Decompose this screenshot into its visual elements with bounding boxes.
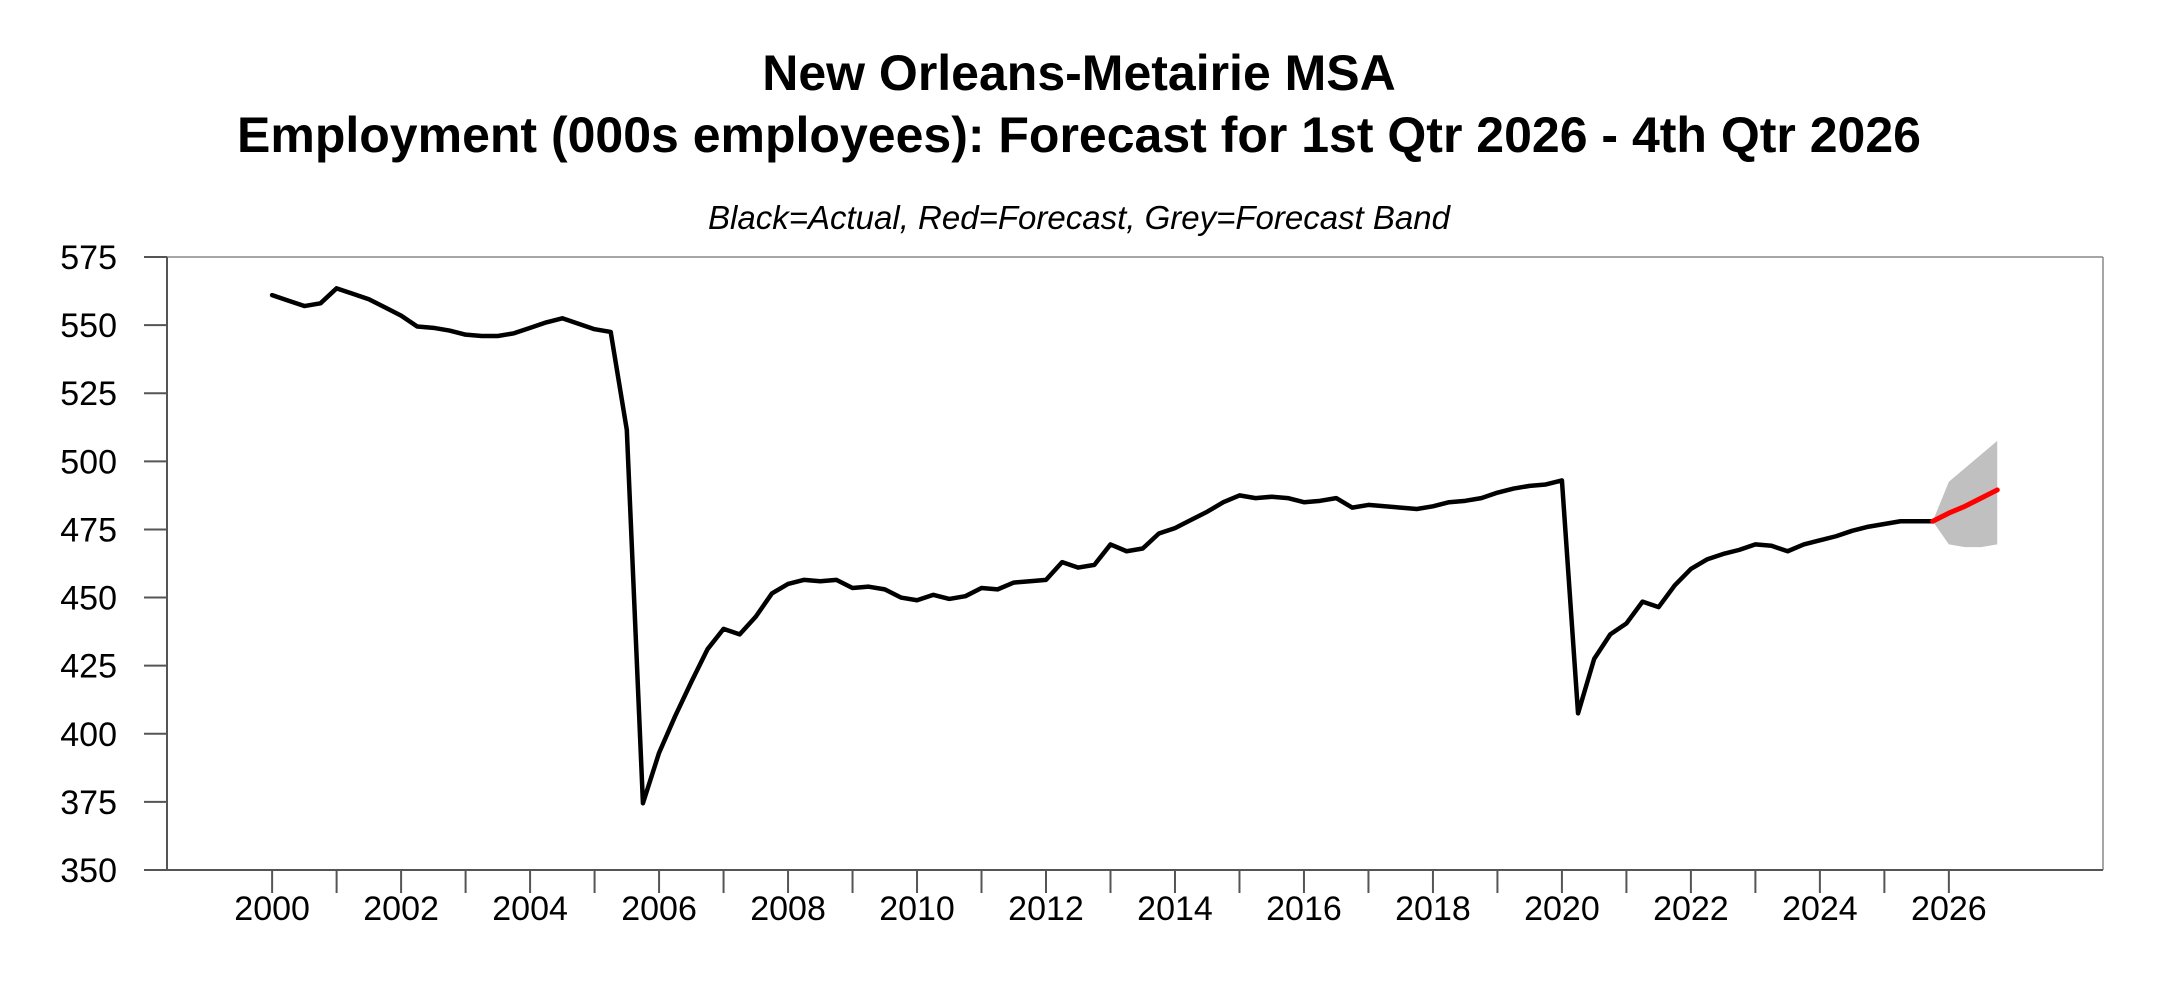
y-tick-label: 425 (60, 648, 117, 686)
y-tick-label: 475 (60, 511, 117, 549)
y-tick-label: 575 (60, 239, 117, 277)
actual-line (269, 286, 1935, 806)
y-tick-label: 550 (60, 307, 117, 345)
y-tick-label: 500 (60, 443, 117, 481)
x-tick-label: 2008 (750, 890, 826, 928)
y-tick-label: 400 (60, 716, 117, 754)
chart-title-block: New Orleans-Metairie MSA Employment (000… (0, 42, 2158, 166)
y-tick-label: 450 (60, 580, 117, 618)
y-tick-label: 375 (60, 784, 117, 822)
x-tick-label: 2014 (1137, 890, 1213, 928)
chart-legend-note: Black=Actual, Red=Forecast, Grey=Forecas… (708, 199, 1450, 236)
x-tick-label: 2024 (1782, 890, 1858, 928)
chart-title-line1: New Orleans-Metairie MSA (762, 45, 1396, 101)
x-tick-label: 2018 (1395, 890, 1471, 928)
x-tick-label: 2022 (1653, 890, 1729, 928)
x-tick-label: 2006 (621, 890, 697, 928)
x-tick-label: 2016 (1266, 890, 1342, 928)
x-tick-label: 2002 (363, 890, 439, 928)
x-tick-label: 2012 (1008, 890, 1084, 928)
y-tick-label: 525 (60, 375, 117, 413)
x-tick-label: 2020 (1524, 890, 1600, 928)
x-tick-label: 2010 (879, 890, 955, 928)
x-tick-label: 2004 (492, 890, 568, 928)
y-tick-label: 350 (60, 852, 117, 890)
x-tick-label: 2000 (234, 890, 310, 928)
chart-title-line2: Employment (000s employees): Forecast fo… (237, 107, 1921, 163)
x-tick-label: 2026 (1911, 890, 1987, 928)
forecast-band (1932, 440, 1998, 548)
forecast-line (1930, 487, 2000, 524)
